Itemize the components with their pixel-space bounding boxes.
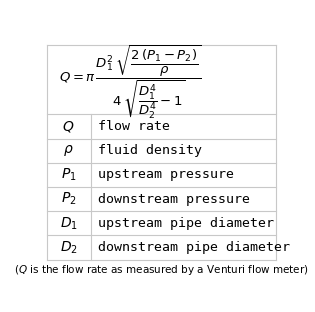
Text: $P_2$: $P_2$ (61, 191, 77, 207)
Text: downstream pressure: downstream pressure (98, 193, 250, 206)
Text: flow rate: flow rate (98, 120, 170, 133)
Text: downstream pipe diameter: downstream pipe diameter (98, 241, 290, 254)
Text: $P_1$: $P_1$ (61, 167, 77, 183)
Text: $Q = \pi\,\dfrac{D_1^2\,\sqrt{\dfrac{2\,(P_1 - P_2)}{\rho}}}{4\,\sqrt{\dfrac{D_1: $Q = \pi\,\dfrac{D_1^2\,\sqrt{\dfrac{2\,… (59, 43, 201, 120)
Text: $D_2$: $D_2$ (60, 239, 77, 256)
Text: $D_1$: $D_1$ (60, 215, 77, 232)
Text: ($Q$ is the flow rate as measured by a Venturi flow meter): ($Q$ is the flow rate as measured by a V… (14, 263, 309, 277)
Text: $Q$: $Q$ (62, 119, 75, 134)
Text: fluid density: fluid density (98, 144, 202, 157)
Text: $\rho$: $\rho$ (63, 143, 74, 158)
Text: upstream pressure: upstream pressure (98, 168, 234, 181)
Text: upstream pipe diameter: upstream pipe diameter (98, 217, 274, 230)
